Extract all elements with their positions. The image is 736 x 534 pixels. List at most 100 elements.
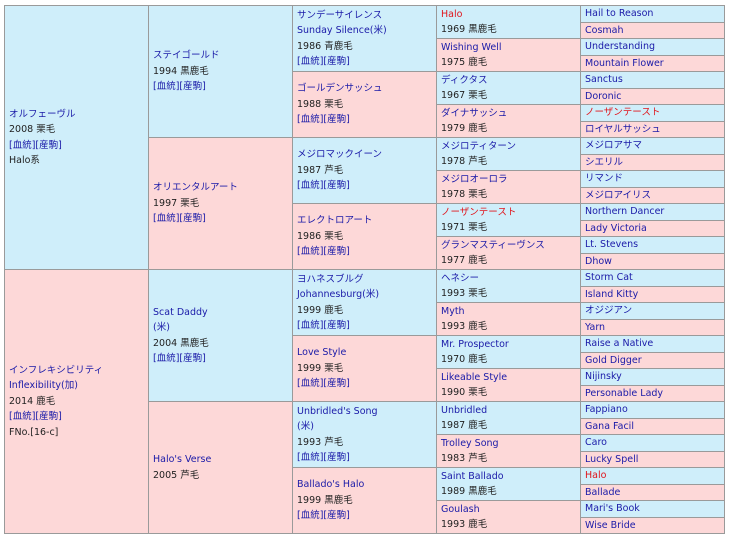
horse-name-link[interactable]: ノーザンテースト bbox=[585, 107, 661, 118]
gen5-ancestor-cell: Fappiano bbox=[580, 401, 725, 419]
pedigree-links[interactable]: [血統][産駒] bbox=[297, 452, 350, 463]
horse-name-link[interactable]: Halo's Verse bbox=[153, 454, 212, 465]
horse-name-link[interactable]: Dhow bbox=[585, 255, 612, 267]
horse-name-link[interactable]: Unbridled bbox=[441, 404, 488, 416]
pedigree-table: オルフェーヴル 2008 栗毛 [血統][産駒] Halo系 ステイゴールド 1994 黒… bbox=[4, 5, 725, 534]
horse-name-link[interactable]: Wise Bride bbox=[585, 519, 636, 531]
horse-name-link[interactable]: Ballade bbox=[585, 486, 621, 498]
horse-name-link[interactable]: Gana Facil bbox=[585, 420, 634, 432]
horse-info: 2004 黒鹿毛 bbox=[153, 337, 209, 349]
horse-name-link[interactable]: Northern Dancer bbox=[585, 206, 665, 217]
horse-name-link[interactable]: Love Style bbox=[297, 347, 347, 359]
horse-name-link[interactable]: サンデーサイレンス bbox=[297, 9, 383, 21]
horse-info: 1994 黒鹿毛 bbox=[153, 65, 209, 77]
pedigree-links[interactable]: [血統][産駒] bbox=[9, 139, 62, 151]
horse-name-link[interactable]: Understanding bbox=[585, 41, 655, 52]
horse-name-link[interactable]: Unbridled's Song bbox=[297, 405, 378, 417]
horse-name-link[interactable]: Sunday Silence(米) bbox=[297, 25, 387, 36]
gen5-ancestor-cell: Halo bbox=[580, 467, 725, 485]
horse-name-link[interactable]: ヨハネスブルグ bbox=[297, 273, 364, 285]
pedigree-links[interactable]: [血統][産駒] bbox=[297, 510, 350, 522]
horse-name-link[interactable]: Storm Cat bbox=[585, 272, 633, 283]
horse-name-link[interactable]: Yarn bbox=[585, 321, 606, 333]
horse-name-link[interactable]: オリエンタルアート bbox=[153, 182, 238, 194]
gen3-ancestor-cell: サンデーサイレンス Sunday Silence(米) 1986 青鹿毛 [血統][産… bbox=[292, 5, 437, 72]
horse-info: 1975 鹿毛 bbox=[441, 57, 488, 68]
horse-name-link[interactable]: Gold Digger bbox=[585, 354, 642, 366]
horse-name-link[interactable]: メジロアサマ bbox=[585, 140, 643, 151]
gen5-ancestor-cell: Dhow bbox=[580, 252, 725, 270]
horse-name-link[interactable]: Johannesburg(米) bbox=[297, 289, 380, 300]
horse-name-link[interactable]: ゴールデンサッシュ bbox=[297, 83, 383, 95]
horse-name-link[interactable]: メジロマックイーン bbox=[297, 149, 383, 161]
horse-name-link[interactable]: ディクタス bbox=[441, 74, 488, 86]
horse-name-link[interactable]: Personable Lady bbox=[585, 387, 664, 399]
horse-info: 1993 栗毛 bbox=[441, 288, 488, 299]
horse-name-link[interactable]: エレクトロアート bbox=[297, 215, 373, 227]
pedigree-links[interactable]: [血統][産駒] bbox=[297, 246, 350, 258]
horse-name-link[interactable]: ダイナサッシュ bbox=[441, 107, 508, 119]
horse-name-link[interactable]: Halo bbox=[585, 470, 607, 481]
pedigree-links[interactable]: [血統][産駒] bbox=[297, 56, 350, 67]
horse-name-link[interactable]: メジロオーロラ bbox=[441, 173, 508, 185]
horse-name-link[interactable]: Wishing Well bbox=[441, 41, 502, 53]
horse-name-link[interactable]: ステイゴールド bbox=[153, 50, 220, 62]
horse-name-link[interactable]: Lucky Spell bbox=[585, 453, 639, 465]
pedigree-links[interactable]: [血統][産駒] bbox=[297, 114, 350, 126]
gen4-ancestor-cell: Trolley Song 1983 芦毛 bbox=[436, 434, 581, 468]
horse-name-link[interactable]: Caro bbox=[585, 437, 607, 448]
horse-name-link[interactable]: Raise a Native bbox=[585, 338, 654, 349]
gen4-ancestor-cell: Wishing Well 1975 鹿毛 bbox=[436, 38, 581, 72]
pedigree-links[interactable]: [血統][産駒] bbox=[297, 320, 350, 331]
gen5-ancestor-cell: Nijinsky bbox=[580, 368, 725, 386]
pedigree-links[interactable]: [血統][産駒] bbox=[153, 213, 206, 225]
horse-name-link[interactable]: Island Kitty bbox=[585, 288, 639, 300]
horse-name-link[interactable]: オジジアン bbox=[585, 305, 633, 316]
pedigree-row: Likeable Style 1990 栗毛 Nijinsky bbox=[5, 368, 725, 402]
gen2-ancestor-cell: オリエンタルアート 1997 栗毛 [血統][産駒] bbox=[148, 137, 293, 270]
horse-name-link[interactable]: (米) bbox=[153, 322, 170, 333]
horse-name-link[interactable]: メジロアイリス bbox=[585, 189, 652, 201]
horse-name-link[interactable]: メジロティターン bbox=[441, 140, 516, 152]
horse-name-link[interactable]: Myth bbox=[441, 305, 465, 317]
horse-name-link[interactable]: グランマスティーヴンス bbox=[441, 239, 545, 251]
horse-name-link[interactable]: Lt. Stevens bbox=[585, 239, 639, 250]
horse-name-link[interactable]: オルフェーヴル bbox=[9, 108, 76, 120]
horse-name-link[interactable]: Trolley Song bbox=[441, 437, 499, 449]
pedigree-links[interactable]: [血統][産駒] bbox=[297, 378, 350, 390]
pedigree-links[interactable]: [血統][産駒] bbox=[9, 411, 62, 423]
gen4-ancestor-cell: Halo 1969 黒鹿毛 bbox=[436, 5, 581, 39]
horse-name-link[interactable]: Lady Victoria bbox=[585, 222, 647, 234]
pedigree-row: ダイナサッシュ 1979 鹿毛 ノーザンテースト bbox=[5, 104, 725, 138]
horse-name-link[interactable]: Halo bbox=[441, 8, 463, 20]
horse-name-link[interactable]: Fappiano bbox=[585, 404, 628, 415]
horse-name-link[interactable]: Doronic bbox=[585, 90, 622, 102]
horse-info: 1999 鹿毛 bbox=[297, 304, 344, 316]
horse-info: 1978 芦毛 bbox=[441, 156, 488, 167]
horse-name-link[interactable]: Ballado's Halo bbox=[297, 479, 365, 491]
horse-name-link[interactable]: Nijinsky bbox=[585, 371, 622, 382]
horse-name-link[interactable]: Cosmah bbox=[585, 24, 624, 36]
horse-name-link[interactable]: Inflexibility(加) bbox=[9, 380, 78, 392]
horse-name-link[interactable]: インフレキシビリティ bbox=[9, 364, 104, 376]
horse-name-link[interactable]: ヘネシー bbox=[441, 272, 480, 284]
horse-name-link[interactable]: Saint Ballado bbox=[441, 470, 504, 482]
horse-name-link[interactable]: シエリル bbox=[585, 156, 624, 168]
horse-name-link[interactable]: Sanctus bbox=[585, 74, 623, 85]
horse-name-link[interactable]: ロイヤルサッシュ bbox=[585, 123, 661, 135]
pedigree-links[interactable]: [血統][産駒] bbox=[153, 353, 206, 364]
horse-name-link[interactable]: (米) bbox=[297, 421, 314, 432]
horse-name-link[interactable]: Mr. Prospector bbox=[441, 338, 509, 350]
horse-name-link[interactable]: ノーザンテースト bbox=[441, 206, 517, 218]
horse-info: 1987 芦毛 bbox=[297, 164, 344, 176]
horse-name-link[interactable]: Mari's Book bbox=[585, 503, 640, 514]
horse-name-link[interactable]: Likeable Style bbox=[441, 371, 508, 383]
horse-name-link[interactable]: Hail to Reason bbox=[585, 8, 654, 19]
horse-name-link[interactable]: Scat Daddy bbox=[153, 306, 208, 318]
pedigree-links[interactable]: [血統][産駒] bbox=[153, 81, 206, 93]
horse-name-link[interactable]: Mountain Flower bbox=[585, 57, 664, 69]
pedigree-links[interactable]: [血統][産駒] bbox=[297, 180, 350, 192]
horse-name-link[interactable]: Goulash bbox=[441, 503, 480, 515]
horse-info: 1997 栗毛 bbox=[153, 197, 200, 209]
horse-name-link[interactable]: リマンド bbox=[585, 173, 624, 184]
